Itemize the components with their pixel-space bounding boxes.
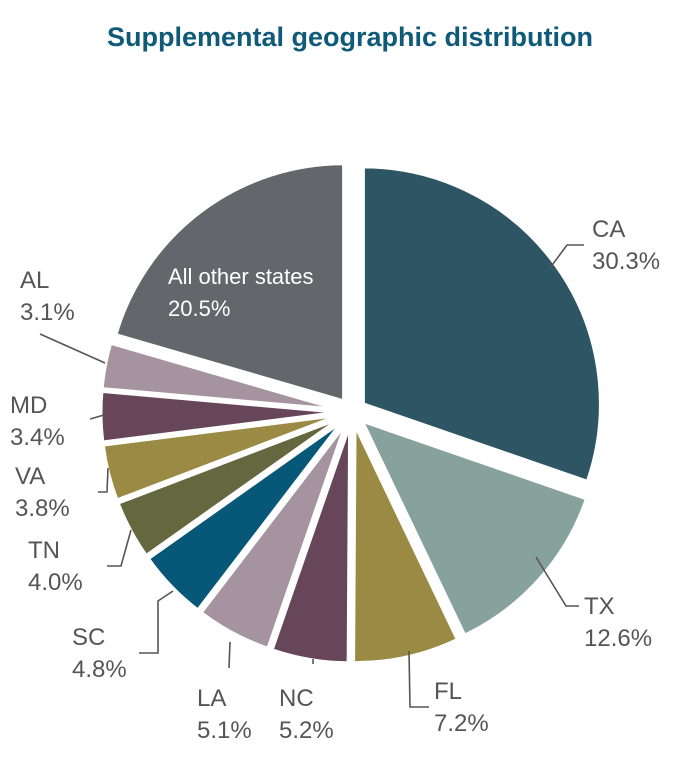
pie-slice-md bbox=[99, 389, 339, 444]
pie-slice-all-other-states bbox=[114, 162, 346, 403]
slice-label: CA bbox=[592, 216, 625, 243]
slice-value-label: 30.3% bbox=[592, 248, 660, 275]
leader-line bbox=[89, 414, 105, 420]
leader-line bbox=[535, 556, 579, 607]
slice-label: SC bbox=[72, 624, 105, 651]
slice-labels: CA 30.3% TX 12.6% FL 7.2% NC 5.2% LA 5.1% SC 4.8% TN… bbox=[10, 216, 660, 744]
slice-value-label: 3.1% bbox=[20, 299, 75, 326]
leader-line bbox=[228, 641, 231, 669]
slice-value-label: 3.8% bbox=[15, 495, 70, 522]
leader-line bbox=[39, 333, 106, 364]
pie-slices bbox=[99, 162, 602, 665]
leader-line bbox=[139, 590, 174, 654]
slice-label: VA bbox=[15, 463, 45, 490]
leader-line bbox=[408, 650, 429, 708]
slice-label: TN bbox=[28, 537, 60, 564]
slice-value-label: 3.4% bbox=[10, 424, 65, 451]
leader-line bbox=[107, 529, 132, 567]
slice-label: NC bbox=[279, 685, 314, 712]
leader-lines bbox=[39, 244, 584, 708]
slice-label: TX bbox=[584, 593, 615, 620]
slice-label: LA bbox=[197, 685, 226, 712]
pie-slice-nc bbox=[270, 425, 352, 665]
leader-line bbox=[549, 244, 584, 269]
pie-slice-al bbox=[100, 341, 339, 411]
pie-slice-sc bbox=[146, 420, 344, 612]
slice-value-label: 4.8% bbox=[72, 656, 127, 683]
slice-label: AL bbox=[20, 267, 49, 294]
leader-line bbox=[98, 467, 109, 493]
pie-slice-fl bbox=[352, 425, 460, 665]
slice-value-label: 5.2% bbox=[279, 717, 334, 744]
slice-value-label: 5.1% bbox=[197, 717, 252, 744]
slice-value-label: 12.6% bbox=[584, 625, 652, 652]
pie-slice-la bbox=[199, 423, 347, 651]
slice-label: All other states bbox=[168, 264, 314, 289]
slice-value-label: 20.5% bbox=[168, 296, 230, 321]
chart-title: Supplemental geographic distribution bbox=[106, 22, 594, 52]
slice-label: FL bbox=[434, 678, 462, 705]
pie-slice-tx bbox=[359, 418, 589, 638]
slice-label: MD bbox=[10, 392, 47, 419]
slice-value-label: 7.2% bbox=[434, 710, 489, 737]
slice-value-label: 4.0% bbox=[28, 569, 83, 596]
pie-slice-ca bbox=[361, 165, 602, 484]
